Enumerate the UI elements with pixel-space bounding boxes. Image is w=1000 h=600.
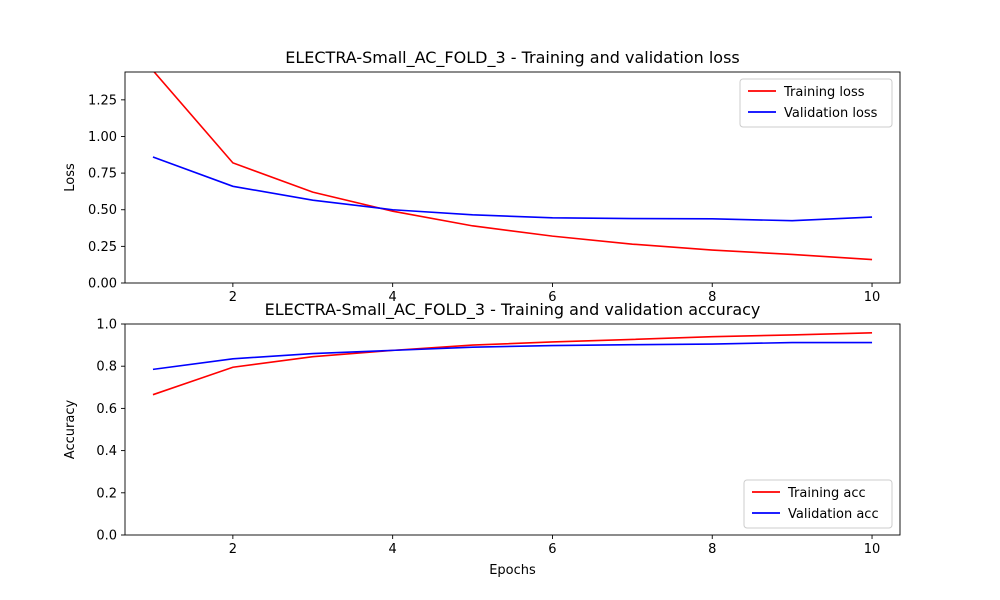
series-line-1 (152, 341, 873, 371)
series-line-0 (153, 72, 873, 261)
accuracy-chart: ELECTRA-Small_AC_FOLD_3 - Training and v… (63, 300, 901, 578)
y-tick-label: 0.2 (96, 486, 117, 501)
plot-frame (124, 71, 901, 284)
y-tick-label: 0.6 (96, 402, 117, 417)
x-tick-label: 10 (864, 542, 881, 557)
x-tick-label: 4 (389, 290, 397, 305)
x-tick-label: 6 (548, 290, 556, 305)
y-tick-label: 1.00 (88, 130, 117, 145)
legend-entry: Validation acc (788, 507, 879, 522)
y-axis-label: Accuracy (63, 400, 78, 460)
legend-entry: Training acc (787, 486, 866, 501)
x-tick-label: 8 (708, 542, 716, 557)
x-tick-label: 8 (708, 290, 716, 305)
chart-title: ELECTRA-Small_AC_FOLD_3 - Training and v… (285, 48, 740, 68)
y-tick-label: 1.0 (96, 318, 117, 333)
legend-entry: Training loss (783, 85, 865, 100)
legend-box (739, 78, 893, 128)
y-tick-label: 0.00 (88, 277, 117, 292)
x-axis-label: Epochs (489, 563, 536, 578)
series-line-1 (152, 156, 873, 222)
plot-frame (124, 323, 901, 536)
y-tick-label: 0.0 (96, 529, 117, 544)
loss-chart: ELECTRA-Small_AC_FOLD_3 - Training and v… (63, 48, 901, 305)
y-tick-label: 0.50 (88, 203, 117, 218)
x-tick-label: 6 (548, 542, 556, 557)
x-tick-label: 2 (229, 290, 237, 305)
y-tick-label: 0.75 (88, 167, 117, 182)
legend-entry: Validation loss (784, 106, 878, 121)
y-tick-label: 0.25 (88, 240, 117, 255)
legend: Training loss Validation loss (739, 78, 893, 128)
y-axis-label: Loss (63, 163, 78, 192)
series-line-0 (152, 332, 873, 396)
chart-title: ELECTRA-Small_AC_FOLD_3 - Training and v… (265, 300, 761, 320)
legend-box (743, 479, 893, 529)
x-tick-label: 10 (864, 290, 881, 305)
x-tick-label: 4 (389, 542, 397, 557)
x-tick-label: 2 (229, 542, 237, 557)
y-tick-label: 1.25 (88, 93, 117, 108)
legend: Training acc Validation acc (743, 479, 893, 529)
y-tick-label: 0.8 (96, 360, 117, 375)
y-tick-label: 0.4 (96, 444, 117, 459)
